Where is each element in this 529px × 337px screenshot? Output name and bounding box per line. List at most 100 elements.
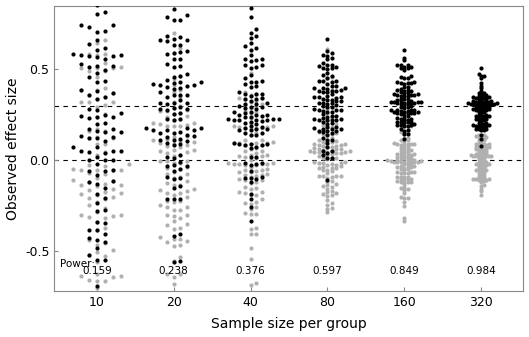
Point — [85, 277, 93, 283]
Point — [101, 52, 109, 57]
Point — [169, 37, 178, 42]
Point — [93, 154, 101, 159]
Point — [93, 70, 101, 76]
Point — [101, 141, 109, 147]
Point — [393, 79, 402, 85]
Point — [407, 122, 415, 128]
Point — [101, 94, 109, 99]
Point — [101, 103, 109, 108]
Point — [475, 149, 483, 155]
Point — [417, 158, 425, 164]
Point — [252, 64, 260, 70]
Point — [252, 106, 260, 112]
Point — [400, 162, 408, 167]
Point — [252, 211, 260, 216]
Point — [479, 141, 488, 146]
Point — [400, 88, 408, 93]
Point — [241, 102, 249, 107]
Point — [397, 111, 405, 116]
Point — [169, 86, 178, 91]
Point — [101, 232, 109, 237]
Point — [101, 241, 109, 246]
Point — [485, 113, 493, 119]
Point — [404, 108, 412, 113]
Point — [479, 110, 488, 115]
Point — [241, 96, 249, 102]
Point — [327, 109, 336, 114]
Point — [108, 186, 117, 192]
Point — [247, 104, 255, 110]
Point — [404, 187, 412, 192]
Point — [477, 164, 486, 170]
Point — [252, 122, 260, 127]
Point — [327, 92, 336, 97]
Point — [407, 179, 415, 184]
Point — [85, 235, 93, 240]
Point — [407, 73, 415, 79]
Point — [477, 121, 486, 127]
Point — [397, 174, 405, 179]
Point — [477, 150, 486, 156]
Point — [93, 325, 101, 330]
Point — [252, 125, 260, 130]
Point — [108, 275, 117, 280]
Point — [407, 98, 415, 103]
Point — [162, 85, 171, 90]
Point — [323, 137, 332, 143]
Point — [336, 116, 345, 122]
Point — [400, 179, 408, 184]
Point — [323, 101, 332, 106]
Point — [183, 48, 191, 54]
Point — [258, 95, 266, 101]
Point — [323, 150, 332, 156]
Point — [404, 180, 412, 185]
Point — [241, 162, 249, 167]
Point — [183, 238, 191, 243]
Point — [319, 112, 327, 117]
Point — [482, 154, 490, 159]
Point — [327, 84, 336, 89]
Point — [327, 148, 336, 154]
Point — [323, 89, 332, 94]
Point — [479, 103, 488, 109]
Point — [183, 194, 191, 200]
Point — [258, 95, 266, 101]
Point — [397, 87, 405, 92]
Point — [400, 112, 408, 117]
Point — [400, 96, 408, 102]
Point — [477, 158, 486, 164]
Point — [183, 143, 191, 148]
Point — [341, 150, 349, 155]
Point — [76, 114, 85, 119]
Point — [467, 153, 475, 158]
Point — [101, 79, 109, 84]
Point — [93, 74, 101, 79]
Point — [93, 245, 101, 250]
Point — [327, 55, 336, 60]
Point — [404, 75, 412, 81]
Point — [477, 109, 486, 114]
Point — [85, 150, 93, 155]
Point — [319, 103, 327, 109]
Point — [85, 253, 93, 258]
Point — [247, 93, 255, 99]
Point — [247, 126, 255, 132]
Point — [310, 116, 318, 122]
Point — [247, 110, 255, 115]
Point — [241, 56, 249, 62]
Point — [479, 145, 488, 151]
Point — [472, 151, 480, 157]
Point — [85, 252, 93, 258]
Point — [327, 165, 336, 171]
Point — [162, 0, 171, 1]
Point — [479, 99, 488, 104]
Point — [404, 160, 412, 165]
Point — [332, 155, 341, 160]
Point — [477, 66, 486, 71]
Point — [404, 123, 412, 129]
Point — [383, 157, 391, 163]
Point — [68, 144, 77, 149]
Point — [469, 176, 478, 182]
Point — [241, 63, 249, 68]
Point — [323, 171, 332, 176]
